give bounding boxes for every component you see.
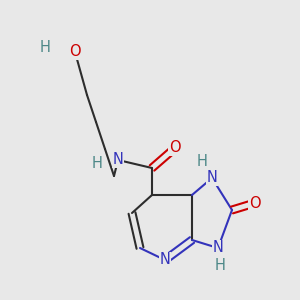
Text: H: H xyxy=(92,155,102,170)
Text: N: N xyxy=(207,170,218,185)
Text: H: H xyxy=(214,257,225,272)
Text: H: H xyxy=(196,154,207,169)
Text: H: H xyxy=(40,40,50,55)
Text: O: O xyxy=(69,44,81,59)
Text: O: O xyxy=(249,196,261,211)
Text: N: N xyxy=(112,152,123,167)
Text: N: N xyxy=(160,253,170,268)
Text: N: N xyxy=(213,241,224,256)
Text: O: O xyxy=(169,140,181,155)
